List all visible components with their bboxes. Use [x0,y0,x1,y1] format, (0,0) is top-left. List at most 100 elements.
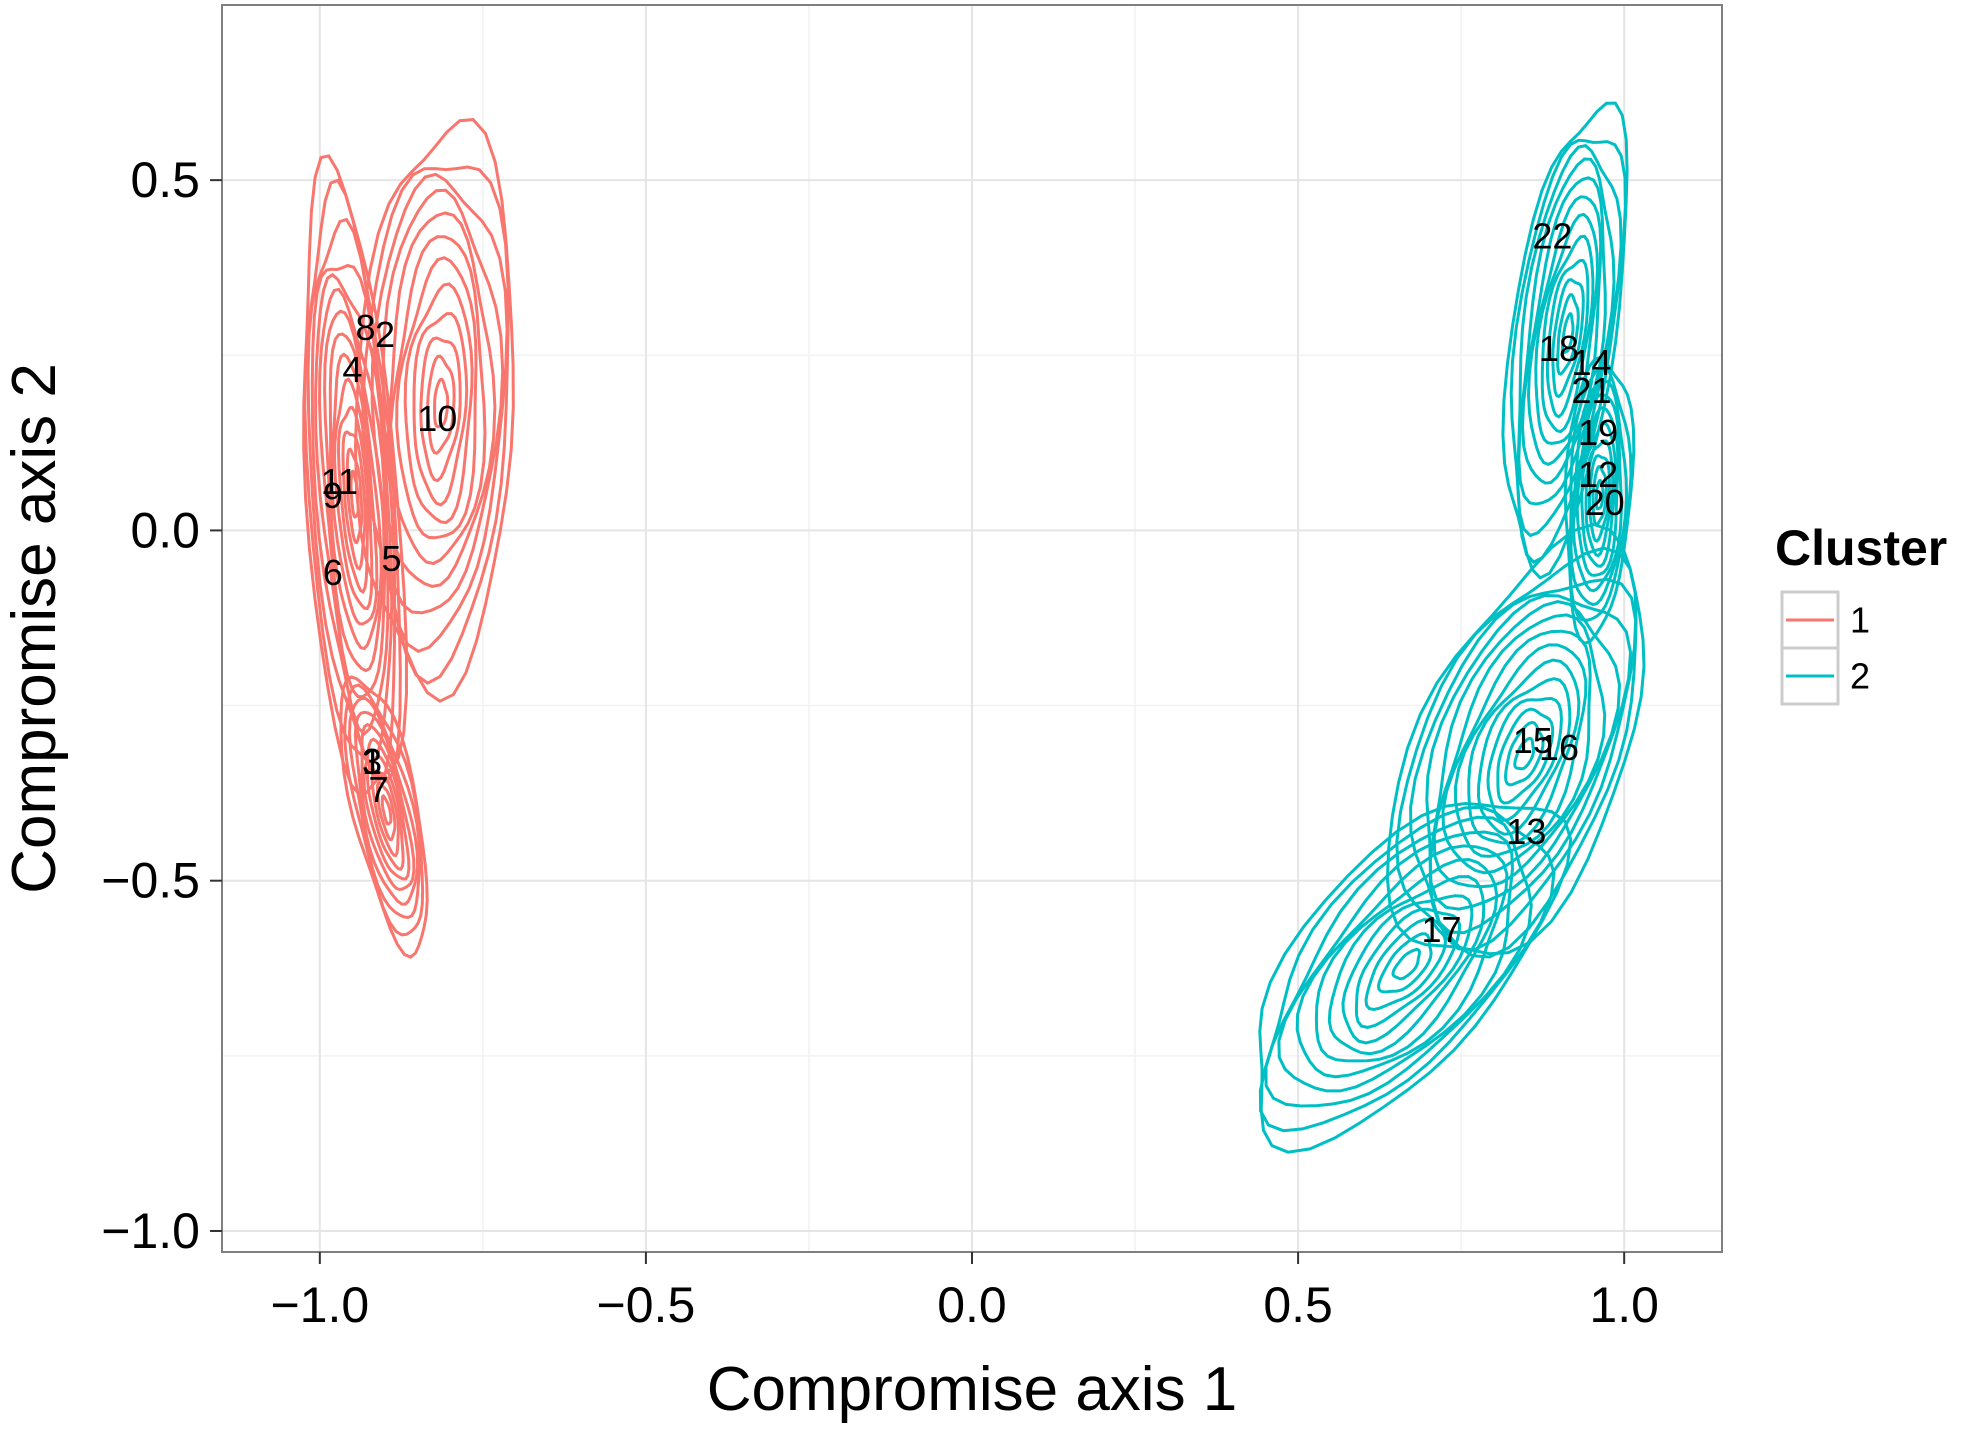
cluster-1-contour [353,118,515,703]
cluster-2-contour [1486,696,1563,822]
contours [302,101,1646,1154]
point-label-16: 16 [1539,727,1579,768]
point-label-11: 11 [321,461,358,502]
cluster-1-contour [347,696,422,920]
point-label-15: 15 [1513,720,1553,761]
cluster-1-contour [403,282,474,525]
x-axis-title: Compromise axis 1 [707,1355,1238,1424]
point-label-21: 21 [1572,370,1612,411]
cluster-1-contour [317,287,387,699]
cluster-2-contour [1258,805,1556,1133]
cluster-1-contour [310,263,394,767]
cluster-1-contour [426,354,456,455]
cluster-2-contour [1575,405,1620,577]
cluster-2-contour [1520,176,1607,485]
legend-label-1: 1 [1850,600,1870,641]
cluster-2-contour [1569,379,1629,607]
cluster-2-contour [1568,365,1633,622]
cluster-2-contour [1476,677,1572,836]
cluster-1-contour [314,272,390,736]
cluster-2-contour [1496,707,1555,805]
x-tick-label: −1.0 [270,1277,369,1333]
point-label-3: 3 [362,741,382,782]
cluster-1-contour [388,235,487,566]
grid [222,5,1722,1252]
cluster-2-contour [1295,844,1509,1079]
cluster-2-contour [1385,522,1646,956]
legend: Cluster 1 2 [1775,520,1947,706]
cluster-2-contour [1264,815,1533,1108]
cluster-1-contour [362,737,411,881]
point-label-17: 17 [1422,909,1462,950]
cluster-2-contour [1584,439,1615,558]
cluster-1-contour [433,377,450,429]
cluster-2-contour [1509,138,1628,564]
cluster-2-contour [1503,720,1545,787]
cluster-2-contour [1314,857,1499,1063]
cluster-2-contour [1580,421,1618,568]
cluster-2-contour [1534,212,1600,445]
cluster-2-contour [1376,932,1433,994]
cluster-1-contour [419,336,462,483]
point-label-4: 4 [342,349,362,390]
cluster-1-contour [361,165,510,685]
point-label-8: 8 [355,307,375,348]
x-tick-label: −0.5 [597,1277,696,1333]
y-tick-label: 0.0 [130,502,200,558]
cluster-2-contour [1409,577,1638,952]
cluster-2-contour [1551,278,1585,399]
x-tick-label: 0.0 [937,1277,1007,1333]
x-tick-label: 0.5 [1263,1277,1333,1333]
cluster-2-contour [1556,293,1580,376]
cluster-2-contour [1258,801,1573,1154]
point-label-12: 12 [1578,454,1618,495]
cluster-1-contour [384,211,497,588]
cluster-2-contour [1425,593,1633,935]
point-label-19: 19 [1578,412,1618,453]
cluster-2-contour [1591,464,1608,527]
point-label-2: 2 [375,314,395,355]
cluster-2-contour [1341,894,1474,1045]
point-label-5: 5 [382,538,402,579]
cluster-1-contour [339,675,429,959]
point-label-6: 6 [323,552,343,593]
cluster-2-contour [1364,918,1448,1012]
cluster-2-contour [1327,875,1486,1056]
cluster-1-contour [380,794,393,826]
cluster-1-contour [333,377,374,611]
cluster-2-contour [1545,258,1590,419]
cluster-2-contour [1513,736,1536,771]
legend-title: Cluster [1775,520,1947,576]
cluster-2-contour [1441,629,1592,875]
axes: −1.0 −0.5 0.0 0.5 1.0 −1.0 −0.5 0.0 0.5 Compromis… [0,152,1659,1424]
cluster-2-contour [1561,312,1575,355]
cluster-2-contour [1501,101,1629,580]
cluster-2-contour [1354,907,1462,1029]
cluster-1-contour [370,770,400,858]
point-label-18: 18 [1539,328,1579,369]
y-tick-label: −0.5 [101,853,200,909]
point-label-22: 22 [1532,216,1572,257]
point-label-14: 14 [1572,342,1612,383]
cluster-1-contour [395,256,478,540]
cluster-2-contour [1526,195,1603,467]
cluster-2-contour [1277,830,1515,1093]
cluster-1-contour [365,754,405,871]
cluster-1-contour [381,188,505,615]
point-label-7: 7 [369,769,389,810]
cluster-1-contour [360,722,416,892]
y-tick-label: −1.0 [101,1203,200,1259]
point-label-1: 1 [362,741,382,782]
point-label-9: 9 [323,475,343,516]
cluster-1-contour [323,309,386,673]
cluster-2-contour [1594,478,1605,511]
point-label-10: 10 [417,398,457,439]
cluster-1-contour [412,312,469,507]
point-label-20: 20 [1585,482,1625,523]
cluster-2-contour [1540,234,1595,434]
cluster-1-contour [330,352,379,626]
cluster-1-contour [370,172,509,653]
